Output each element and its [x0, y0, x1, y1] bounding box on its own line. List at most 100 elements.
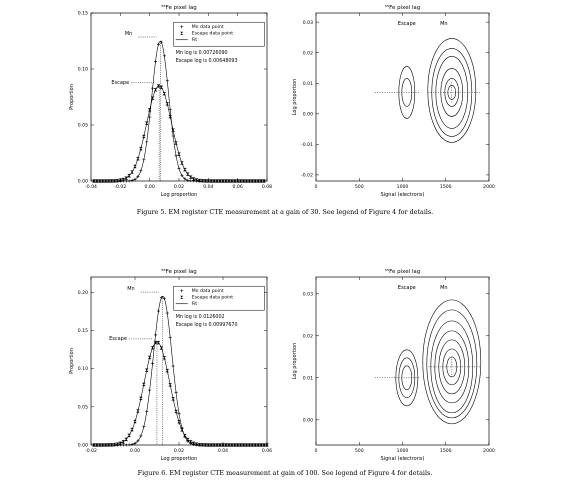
x-axis-label: Signal (electrons) [381, 192, 425, 198]
mn-contour [442, 348, 462, 386]
x-tick-label: -0.04 [85, 184, 97, 190]
escape-data-point [109, 443, 114, 447]
mn-log-text: Mn log is 0.0126002 [176, 314, 225, 320]
y-axis-label: Proportion [69, 84, 75, 110]
x-tick-label: 0 [315, 448, 318, 454]
escape-contour [401, 78, 413, 107]
escape-contour [398, 66, 416, 119]
mn-contour [440, 68, 464, 117]
escape-data-point [206, 443, 211, 447]
escape-data-point [218, 179, 222, 183]
x-tick-label: 1500 [440, 184, 452, 190]
escape-data-point [147, 108, 152, 112]
escape-data-point [185, 437, 190, 442]
mn-contour [426, 309, 478, 419]
escape-data-point [227, 179, 231, 183]
x-tick-label: 2000 [483, 448, 495, 454]
escape-data-point [256, 443, 261, 447]
escape-data-point [183, 167, 187, 172]
escape-data-point [215, 179, 219, 183]
escape-data-point [139, 146, 143, 151]
mn-data-point [165, 79, 169, 83]
mn-data-point [136, 175, 140, 179]
mn-data-point [139, 434, 143, 438]
escape-data-point [224, 443, 228, 447]
escape-contour [398, 357, 416, 399]
escape-data-point [200, 179, 205, 183]
mn-data-point [168, 336, 172, 340]
escape-data-point [200, 443, 205, 447]
escape-data-point [247, 443, 252, 447]
y-tick-label: 0.01 [303, 81, 313, 87]
escape-data-point [124, 437, 129, 441]
mn-data-point [136, 439, 140, 443]
legend-escape-marker [180, 31, 184, 35]
mn-data-point [145, 410, 149, 414]
mn-contour [447, 85, 457, 100]
mn-data-point [171, 364, 175, 368]
figure5-contour-panel: ⁵⁵Fe pixel lag Signal (electrons) Log prop… [292, 4, 495, 198]
escape-data-point [244, 443, 249, 447]
plot-frame [315, 12, 490, 182]
escape-data-point [150, 346, 155, 350]
x-tick-label: 500 [355, 184, 364, 190]
mn-data-point [154, 333, 158, 337]
mn-data-point [180, 173, 184, 177]
y-tick-label: 0.00 [78, 179, 88, 185]
x-tick-label: 0.00 [145, 184, 155, 190]
y-axis-label: Log proportion [292, 343, 298, 380]
x-tick-label: -0.02 [85, 448, 97, 454]
mn-contour [435, 56, 469, 129]
y-tick-label: 0.05 [78, 123, 88, 129]
y-axis-label: Log proportion [292, 79, 298, 116]
chart-title: ⁵⁵Fe pixel lag [385, 4, 421, 11]
escape-data-point [127, 433, 131, 438]
mn-data-point [177, 166, 181, 170]
figure5-histogram-panel: ⁵⁵Fe pixel lag Log proportion Proportion -0… [69, 4, 272, 198]
mn-data-point [159, 296, 163, 300]
escape-data-point [153, 88, 158, 92]
escape-data-point [136, 409, 140, 413]
escape-data-point [194, 442, 199, 446]
escape-data-point [147, 355, 152, 360]
legend-entry: Fit [192, 37, 198, 43]
mn-data-point [189, 179, 193, 183]
x-tick-label: 1500 [440, 448, 452, 454]
mn-data-point [174, 154, 178, 158]
escape-data-point [191, 177, 196, 181]
y-tick-label: -0.01 [301, 142, 313, 148]
escape-data-point [95, 443, 99, 447]
mn-contour [431, 48, 473, 137]
mn-data-point [168, 108, 172, 112]
mn-data-point [145, 140, 149, 144]
escape-data-point [197, 178, 202, 183]
escape-data-point [253, 179, 258, 183]
escape-data-point [188, 440, 193, 444]
escape-data-point [241, 443, 246, 447]
escape-label: Escape [398, 21, 416, 27]
escape-log-text: Escape log is 0.00648093 [176, 58, 238, 64]
escape-data-point [174, 141, 178, 145]
x-tick-label: 0.04 [218, 448, 228, 454]
escape-data-point [165, 102, 170, 106]
escape-data-point [238, 179, 243, 183]
mn-log-text: Mn log is 0.00726090 [176, 50, 228, 56]
chart-title: ⁵⁵Fe pixel lag [161, 4, 197, 11]
chart-title: ⁵⁵Fe pixel lag [385, 268, 421, 275]
x-tick-label: 0.02 [174, 184, 184, 190]
escape-data-point [118, 178, 123, 182]
escape-data-point [168, 114, 173, 119]
escape-data-point [141, 382, 146, 387]
escape-peak-label: Escape [109, 336, 127, 342]
legend-entry: Escape data point [192, 295, 234, 301]
escape-data-point [191, 441, 196, 446]
escape-contour [395, 349, 419, 407]
escape-data-point [144, 368, 149, 372]
escape-data-point [262, 179, 266, 183]
y-tick-label: 0.15 [78, 328, 88, 334]
y-tick-label: 0.00 [78, 443, 88, 449]
escape-data-point [180, 161, 184, 165]
figure6-histogram-panel: ⁵⁵Fe pixel lag Log proportion Proportion -0… [69, 268, 272, 462]
escape-data-point [162, 356, 167, 360]
escape-data-point [112, 442, 117, 447]
